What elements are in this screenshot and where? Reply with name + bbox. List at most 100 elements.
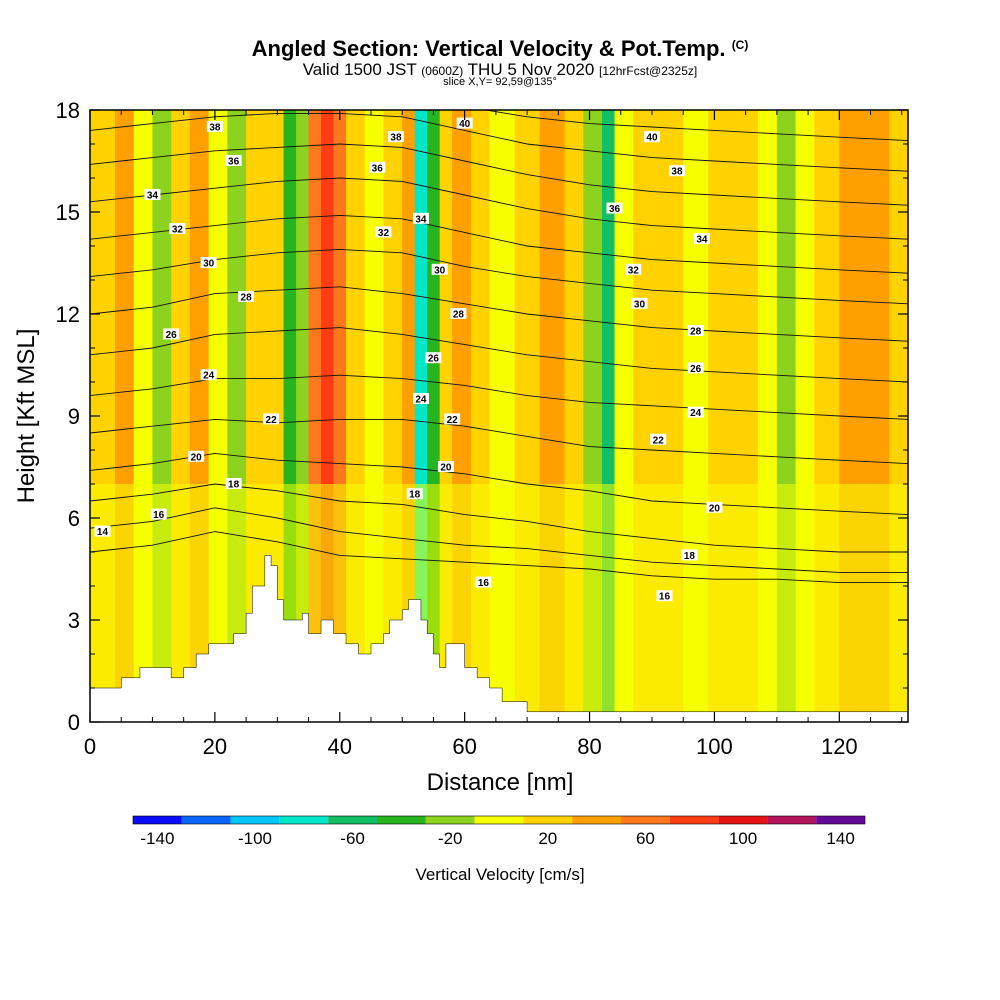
contour-label-bg-36 <box>706 501 723 513</box>
colorbar-swatch-11 <box>669 816 719 824</box>
chart-title: Angled Section: Vertical Velocity & Pot.… <box>0 36 1000 62</box>
contour-label-bg-37 <box>681 549 698 561</box>
colorbar-tick-label-7: 140 <box>826 829 854 848</box>
contour-label-bg-28 <box>606 202 623 214</box>
x-tick-label-120: 120 <box>821 734 858 759</box>
contour-label-18: 28 <box>453 310 465 321</box>
x-axis-title: Distance [nm] <box>427 769 574 796</box>
x-tick-label-20: 20 <box>203 734 227 759</box>
contour-label-bg-22 <box>437 461 454 472</box>
colorbar-swatch-10 <box>621 816 670 824</box>
colorbar-tick-label-5: 60 <box>636 829 655 848</box>
contour-label-14: 36 <box>372 163 384 174</box>
colorbar-swatch-4 <box>328 816 377 824</box>
contour-label-bg-17 <box>431 263 448 275</box>
contour-label-bg-31 <box>631 297 648 309</box>
contour-label-37: 18 <box>684 551 696 562</box>
chart-title-text: Angled Section: Vertical Velocity & Pot.… <box>251 36 726 61</box>
contour-label-2: 18 <box>228 480 240 491</box>
colorbar-tick-label-4: 20 <box>538 829 557 848</box>
y-tick-label-3: 3 <box>68 608 80 633</box>
contour-label-32: 28 <box>690 327 702 338</box>
theta-contour-18 <box>90 483 908 553</box>
contour-label-bg-32 <box>687 325 704 336</box>
colorbar-swatch-7 <box>474 816 524 824</box>
contour-label-8: 30 <box>203 259 215 270</box>
colorbar-swatch-5 <box>377 816 426 824</box>
x-tick-label-60: 60 <box>452 734 476 759</box>
contour-label-34: 24 <box>690 408 702 419</box>
valid-prefix: Valid 1500 JST <box>302 60 417 79</box>
contour-label-11: 36 <box>228 157 240 168</box>
x-tick-label-0: 0 <box>84 734 96 759</box>
contour-label-bg-4 <box>263 413 280 425</box>
contour-label-bg-21 <box>444 413 461 425</box>
theta-contour-22 <box>90 418 908 465</box>
contour-label-bg-5 <box>200 369 217 381</box>
x-tick-label-40: 40 <box>328 734 352 759</box>
contour-label-5: 24 <box>203 371 215 382</box>
y-tick-label-18: 18 <box>56 98 80 123</box>
contour-label-bg-13 <box>387 131 404 143</box>
contour-label-bg-35 <box>650 433 667 445</box>
contour-label-bg-30 <box>625 263 642 275</box>
contour-label-3: 20 <box>191 452 203 463</box>
contour-label-bg-6 <box>163 328 180 340</box>
colorbar-swatch-1 <box>181 816 231 824</box>
contour-label-bg-24 <box>475 576 492 588</box>
contour-label-7: 28 <box>241 293 253 304</box>
contour-label-36: 20 <box>709 503 721 514</box>
contour-label-20: 24 <box>415 395 427 406</box>
contour-label-bg-10 <box>144 189 161 200</box>
x-tick-label-80: 80 <box>577 734 601 759</box>
theta-contour-26 <box>90 327 908 383</box>
colorbar-swatch-6 <box>425 816 475 824</box>
contour-label-bg-7 <box>238 291 255 302</box>
colorbar-tick-label-0: -140 <box>140 829 174 848</box>
contour-label-bg-9 <box>169 223 186 234</box>
chart-subtitle: Valid 1500 JST (0600Z) THU 5 Nov 2020 [1… <box>0 60 1000 80</box>
contour-label-bg-11 <box>225 155 242 166</box>
terrain <box>90 555 908 722</box>
theta-contour-16 <box>90 507 908 573</box>
contour-label-33: 26 <box>690 364 702 375</box>
y-tick-label-6: 6 <box>68 506 80 531</box>
colorbar-swatch-12 <box>718 816 768 824</box>
contour-label-15: 34 <box>415 214 427 225</box>
contour-label-22: 20 <box>440 463 452 474</box>
contour-label-19: 26 <box>428 354 440 365</box>
valid-date: THU 5 Nov 2020 <box>467 60 595 79</box>
theta-contour-28 <box>90 286 908 342</box>
contour-label-bg-3 <box>188 450 205 462</box>
y-axis-title: Height [Kft MSL] <box>13 329 40 504</box>
terrain-mask <box>90 555 908 722</box>
theta-contour-34 <box>90 177 908 240</box>
colorbar-swatch-14 <box>816 816 865 824</box>
contour-label-13: 38 <box>390 133 402 144</box>
velocity-field <box>90 110 908 722</box>
contour-label-bg-16 <box>375 226 392 238</box>
contour-label-bg-1 <box>150 508 167 520</box>
contour-label-26: 40 <box>646 133 658 144</box>
contour-label-6: 26 <box>166 330 178 341</box>
colorbar: -140 -100 -60 -20 20 60 100 140 <box>132 815 866 848</box>
contour-label-bg-2 <box>225 478 242 489</box>
contour-label-bg-0 <box>94 525 111 537</box>
colorbar-tick-label-6: 100 <box>729 829 757 848</box>
valid-zulu: (0600Z) <box>421 64 464 78</box>
contour-label-bg-14 <box>369 161 386 173</box>
contour-label-bg-26 <box>643 131 660 143</box>
forecast-info: [12hrFcst@2325z] <box>599 64 698 78</box>
contour-label-bg-23 <box>406 488 423 500</box>
contour-label-bg-12 <box>206 121 223 132</box>
y-tick-label-0: 0 <box>68 710 80 735</box>
contour-label-28: 36 <box>609 204 621 215</box>
colorbar-swatch-2 <box>230 816 280 824</box>
contour-label-bg-15 <box>412 212 429 224</box>
colorbar-frame <box>132 815 866 825</box>
contour-label-bg-20 <box>412 393 429 404</box>
contour-label-21: 22 <box>447 415 459 426</box>
theta-contour-14 <box>90 531 908 584</box>
contour-label-bg-33 <box>687 362 704 374</box>
